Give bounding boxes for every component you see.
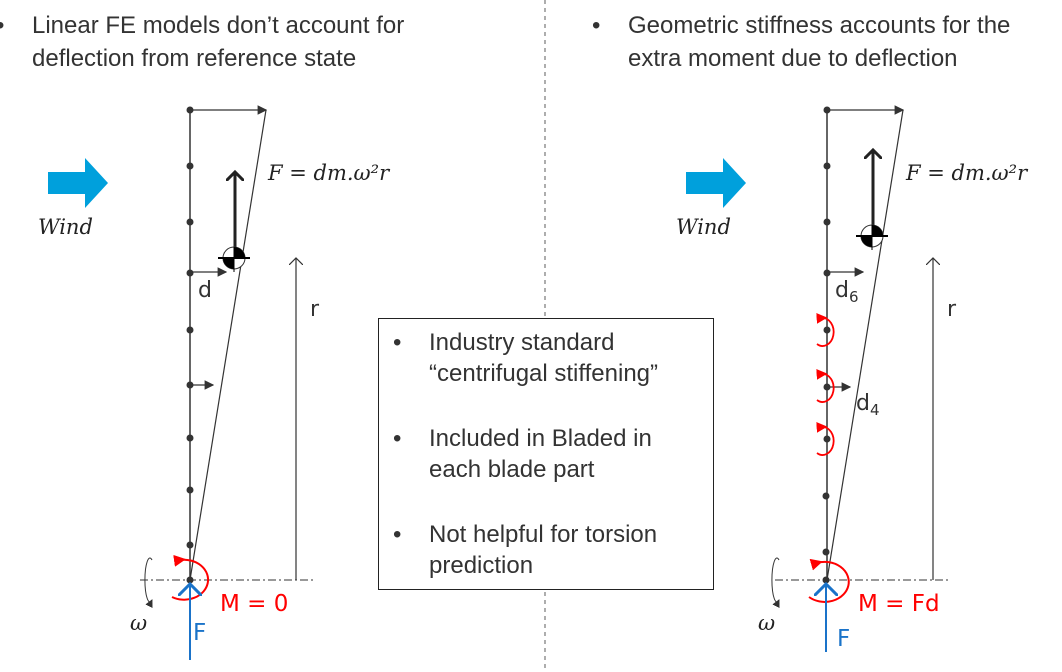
blade-nodes — [822, 106, 831, 584]
omega-label: ω — [130, 611, 147, 635]
callout-box: • Industry standard “centrifugal stiffen… — [378, 318, 714, 590]
blade-deflected-line — [826, 109, 904, 581]
callout-item-text: Not helpful for torsion prediction — [429, 521, 658, 579]
blade-deflected-line — [189, 109, 267, 581]
formula: F = dm.ω²r — [905, 161, 1029, 185]
wind-arrow-icon — [48, 158, 108, 208]
wind-arrow-icon — [686, 158, 746, 208]
callout-item-text: Included in Bladed in each blade part — [429, 425, 652, 483]
left-bullet-line2: deflection from reference state — [32, 45, 356, 72]
moment-arrow-icon — [808, 558, 850, 603]
moment-arrow-icon — [171, 554, 210, 601]
omega-rotation-icon — [144, 557, 153, 609]
formula: F = dm.ω²r — [267, 161, 391, 185]
root-force-label: F — [837, 626, 850, 652]
right-diagram: Wind F = dm.ω²r d6 d4 r ω F — [676, 105, 1029, 652]
center-of-mass-icon — [218, 246, 250, 272]
left-diagram: Wind F = dm.ω²r d r ω F M = 0 — [38, 105, 391, 660]
moment-label: M = 0 — [220, 591, 288, 617]
bullet-dot: • — [393, 521, 402, 548]
node-moment-icons — [816, 312, 835, 456]
root-force-label: F — [193, 620, 206, 646]
right-bullet-dot: • — [592, 12, 600, 39]
omega-rotation-icon — [771, 557, 780, 609]
left-bullet-dot: • — [0, 12, 4, 39]
r-label: r — [947, 297, 957, 322]
center-of-mass-icon — [856, 224, 888, 250]
omega-label: ω — [758, 611, 775, 635]
right-bullet-line1: Geometric stiffness accounts for the — [628, 12, 1010, 39]
bullet-dot: • — [393, 329, 402, 356]
wind-label: Wind — [38, 215, 93, 239]
moment-label: M = Fd — [858, 591, 940, 617]
right-bullet-line2: extra moment due to deflection — [628, 45, 958, 72]
d6-label: d6 — [835, 278, 859, 306]
r-label: r — [310, 297, 320, 322]
d-label: d — [198, 278, 212, 303]
left-bullet-line1: Linear FE models don’t account for — [32, 12, 404, 39]
callout-item-text: Industry standard “centrifugal stiffenin… — [429, 329, 659, 387]
wind-label: Wind — [676, 215, 731, 239]
d4-label: d4 — [856, 391, 880, 419]
bullet-dot: • — [393, 425, 402, 452]
